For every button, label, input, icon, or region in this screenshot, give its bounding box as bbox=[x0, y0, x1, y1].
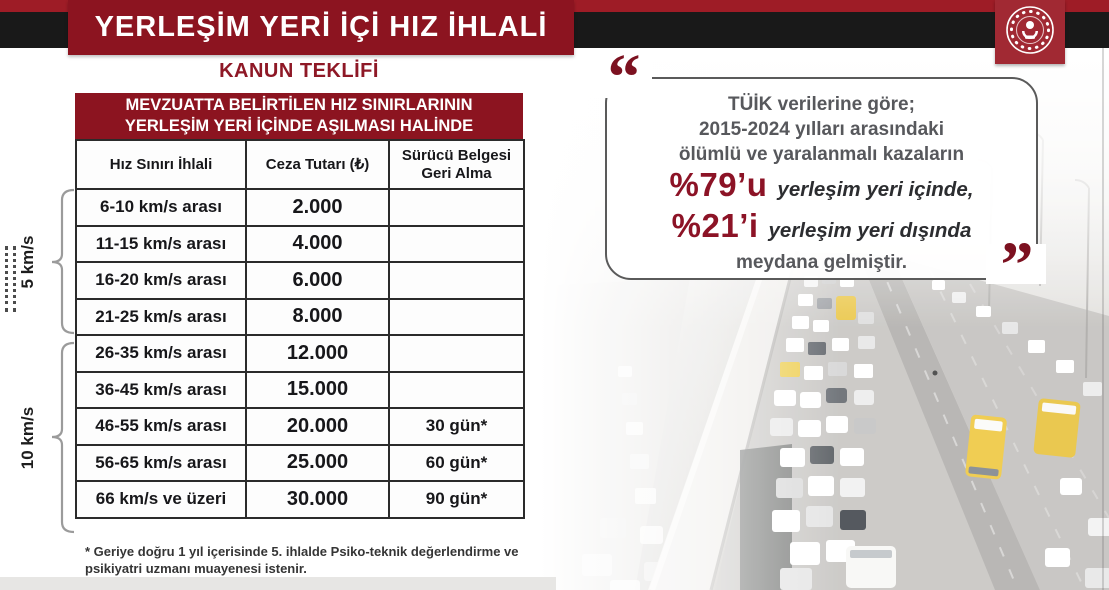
violation-range: 26-35 km/s arası bbox=[75, 334, 247, 373]
col-header-violation: Hız Sınırı İhlali bbox=[75, 139, 247, 190]
quote-outro: meydana gelmiştir. bbox=[735, 252, 908, 273]
fine-amount: 4.000 bbox=[245, 224, 390, 263]
suspension-days bbox=[388, 261, 525, 300]
table-header-row: Hız Sınırı İhlali Ceza Tutarı (₺) Sürücü… bbox=[75, 139, 525, 190]
stat2-value: %21’i bbox=[671, 207, 759, 244]
suspension-days: 90 gün* bbox=[388, 480, 525, 519]
violation-range: 6-10 km/s arası bbox=[75, 188, 247, 227]
violation-range: 36-45 km/s arası bbox=[75, 370, 247, 409]
frame-edge-line bbox=[1102, 48, 1104, 590]
fines-table: Hız Sınırı İhlali Ceza Tutarı (₺) Sürücü… bbox=[75, 139, 525, 519]
col-header-suspension: Sürücü Belgesi Geri Alma bbox=[388, 139, 525, 190]
suspension-days: 30 gün* bbox=[388, 407, 525, 446]
stat-outside-residential: %21’i yerleşim yeri dışında bbox=[672, 208, 972, 249]
violation-range: 11-15 km/s arası bbox=[75, 224, 247, 263]
fine-amount: 6.000 bbox=[245, 261, 390, 300]
table-row: 56-65 km/s arası 25.000 60 gün* bbox=[75, 443, 525, 482]
fine-amount: 2.000 bbox=[245, 188, 390, 227]
speed-group-braces bbox=[44, 186, 78, 538]
violation-range: 21-25 km/s arası bbox=[75, 297, 247, 336]
ministry-logo bbox=[995, 0, 1065, 64]
footnote-line2: psikiyatri uzmanı muayenesi istenir. bbox=[85, 561, 307, 576]
table-banner: MEVZUATTA BELİRTİLEN HIZ SINIRLARININ YE… bbox=[75, 93, 523, 139]
footnote-line1: * Geriye doğru 1 yıl içerisinde 5. ihlal… bbox=[85, 544, 519, 559]
fine-amount: 20.000 bbox=[245, 407, 390, 446]
open-quote-icon: “ bbox=[594, 45, 652, 111]
stat2-label: yerleşim yeri dışında bbox=[768, 219, 972, 242]
violation-range: 16-20 km/s arası bbox=[75, 261, 247, 300]
table-banner-line2: YERLEŞİM YERİ İÇİNDE AŞILMASI HALİNDE bbox=[124, 117, 474, 135]
suspension-days bbox=[388, 224, 525, 263]
violation-range: 56-65 km/s arası bbox=[75, 443, 247, 482]
quote-intro-line1: TÜİK verilerine göre; bbox=[728, 94, 915, 115]
table-row: 6-10 km/s arası 2.000 bbox=[75, 188, 525, 227]
close-quote-icon: ” bbox=[986, 233, 1046, 299]
suspension-days: 60 gün* bbox=[388, 443, 525, 482]
title-banner: YERLEŞİM YERİ İÇİ HIZ İHLALİ bbox=[68, 0, 574, 55]
table-row: 21-25 km/s arası 8.000 bbox=[75, 297, 525, 336]
suspension-days bbox=[388, 370, 525, 409]
bottom-gray-band bbox=[0, 577, 556, 590]
violation-range: 66 km/s ve üzeri bbox=[75, 480, 247, 519]
table-row: 36-45 km/s arası 15.000 bbox=[75, 370, 525, 409]
speed-group1-label: 5 km/s bbox=[18, 235, 37, 289]
page-title: YERLEŞİM YERİ İÇİ HIZ İHLALİ bbox=[94, 11, 548, 43]
table-row: 46-55 km/s arası 20.000 30 gün* bbox=[75, 407, 525, 446]
fine-amount: 12.000 bbox=[245, 334, 390, 373]
tuik-quote-panel: TÜİK verilerine göre; 2015-2024 yılları … bbox=[605, 77, 1038, 280]
quote-intro-line2: 2015-2024 yılları arasındaki bbox=[698, 119, 945, 140]
quote-intro-line3: ölümlü ve yaralanmalı kazaların bbox=[678, 144, 965, 165]
suspension-days bbox=[388, 297, 525, 336]
table-row: 16-20 km/s arası 6.000 bbox=[75, 261, 525, 300]
speed-group2-label: 10 km/s bbox=[18, 406, 37, 470]
suspension-days bbox=[388, 334, 525, 373]
table-row: 11-15 km/s arası 4.000 bbox=[75, 224, 525, 263]
table-row: 66 km/s ve üzeri 30.000 90 gün* bbox=[75, 480, 525, 519]
ministry-emblem-icon bbox=[1006, 6, 1054, 54]
fine-amount: 30.000 bbox=[245, 480, 390, 519]
stat1-value: %79’u bbox=[669, 166, 768, 203]
fine-amount: 25.000 bbox=[245, 443, 390, 482]
subtitle-kanun-teklifi: KANUN TEKLİFİ bbox=[219, 60, 379, 82]
col-header-fine: Ceza Tutarı (₺) bbox=[245, 139, 390, 190]
suspension-days bbox=[388, 188, 525, 227]
fine-amount: 8.000 bbox=[245, 297, 390, 336]
table-banner-line1: MEVZUATTA BELİRTİLEN HIZ SINIRLARININ bbox=[125, 96, 473, 114]
fine-amount: 15.000 bbox=[245, 370, 390, 409]
table-row: 26-35 km/s arası 12.000 bbox=[75, 334, 525, 373]
stat-inside-residential: %79’u yerleşim yeri içinde, bbox=[670, 167, 974, 208]
dotted-line bbox=[13, 246, 16, 312]
dotted-line bbox=[5, 246, 8, 312]
stat1-label: yerleşim yeri içinde, bbox=[777, 178, 974, 201]
brace-graphic bbox=[51, 188, 75, 534]
violation-range: 46-55 km/s arası bbox=[75, 407, 247, 446]
table-footnote: * Geriye doğru 1 yıl içerisinde 5. ihlal… bbox=[85, 543, 530, 577]
